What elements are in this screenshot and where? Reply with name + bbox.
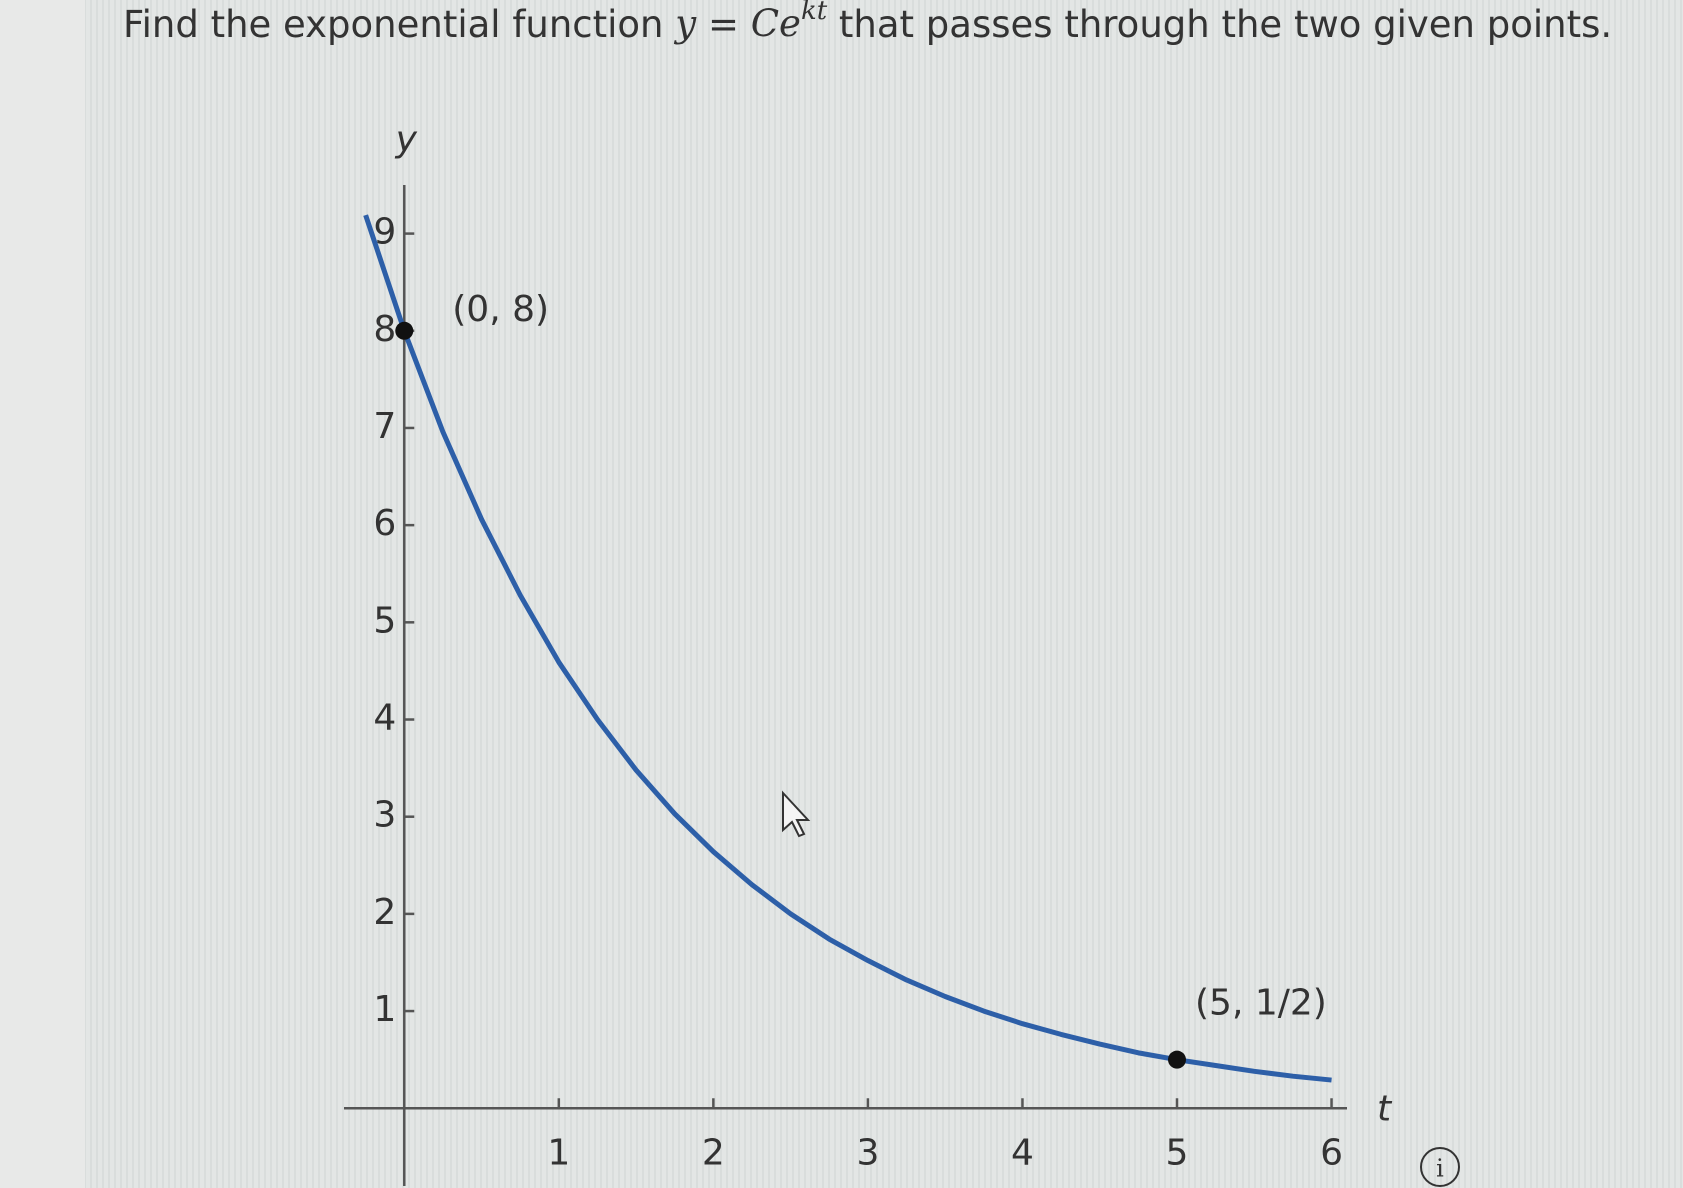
x-tick-label: 6 <box>1320 1132 1343 1173</box>
title-text: that passes through the two given points… <box>839 3 1612 46</box>
y-tick-label: 4 <box>373 698 396 739</box>
y-tick-label: 1 <box>373 989 396 1030</box>
info-icon-text[interactable]: i <box>1436 1155 1444 1183</box>
x-axis-label: t <box>1377 1088 1393 1129</box>
question-title: Find the exponential function y = Cekt t… <box>123 0 1612 46</box>
x-tick-label: 4 <box>1011 1132 1034 1173</box>
x-tick-label: 2 <box>702 1132 725 1173</box>
y-tick-label: 6 <box>373 503 396 544</box>
x-tick-label: 1 <box>547 1132 570 1173</box>
y-tick-label: 2 <box>373 892 396 933</box>
title-math: = <box>708 3 739 46</box>
point <box>1168 1050 1186 1069</box>
graph: t y 1 2 3 4 5 6 1 2 3 4 5 6 7 8 9 (0, 8) (5, 1/2) <box>344 119 1393 1186</box>
x-tick-label: 5 <box>1166 1132 1189 1173</box>
y-axis-label: y <box>395 119 418 160</box>
point <box>395 321 414 340</box>
title-superscript: kt <box>801 0 828 26</box>
y-tick-label: 8 <box>373 309 396 350</box>
side-panel <box>0 0 85 1188</box>
y-tick-label: 5 <box>373 600 396 641</box>
y-tick-label: 3 <box>373 795 396 836</box>
info-icon[interactable] <box>1420 1147 1460 1187</box>
mouse-cursor <box>782 790 811 838</box>
point-label: (5, 1/2) <box>1195 983 1327 1024</box>
x-tick-label: 3 <box>856 1132 879 1173</box>
title-text: Find the exponential function <box>123 3 664 46</box>
point-label: (0, 8) <box>452 289 549 330</box>
y-tick-label: 9 <box>373 212 396 253</box>
y-tick-label: 7 <box>373 406 396 447</box>
title-math: y <box>673 2 697 45</box>
title-math: Ce <box>751 2 801 45</box>
